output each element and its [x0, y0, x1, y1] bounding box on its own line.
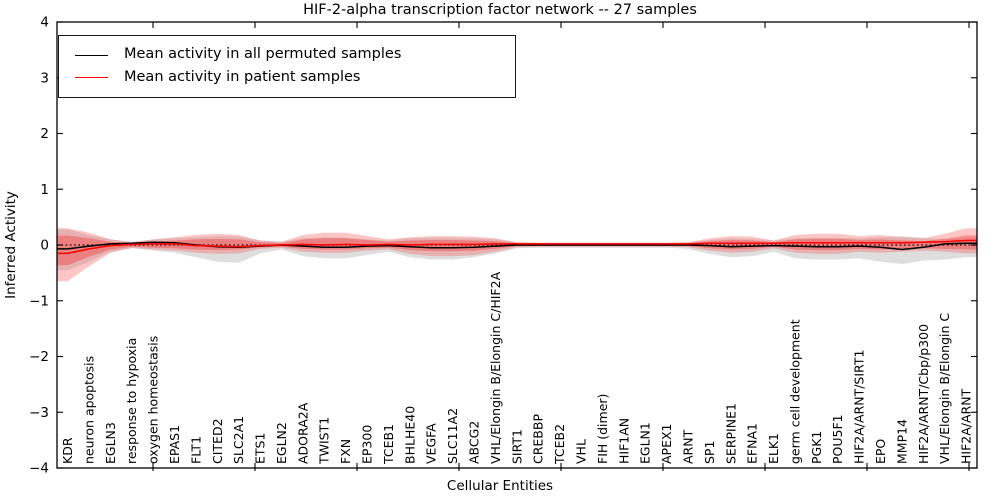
x-tick-label: SIRT1 — [509, 429, 524, 464]
x-tick-label: EGLN2 — [274, 422, 289, 464]
x-tick-label: ETS1 — [253, 433, 268, 464]
x-tick-label: ARNT — [681, 429, 696, 464]
x-tick-label: HIF2A/ARNT — [959, 388, 974, 464]
y-tick-label: −4 — [29, 461, 49, 477]
legend-label-patient: Mean activity in patient samples — [124, 69, 361, 85]
x-tick-label: EGLN1 — [638, 422, 653, 464]
x-tick-label: SERPINE1 — [723, 403, 738, 464]
y-tick-label: 0 — [40, 238, 49, 254]
x-tick-label: POU5F1 — [830, 414, 845, 464]
x-tick-label: APEX1 — [659, 423, 674, 464]
x-tick-label: VHL/Elongin B/Elongin C — [937, 313, 952, 464]
x-tick-label: ABCG2 — [467, 421, 482, 464]
x-tick-label: SLC11A2 — [445, 408, 460, 464]
y-tick-label: 3 — [40, 70, 49, 86]
x-tick-label: HIF2A/ARNT/SIRT1 — [852, 350, 867, 464]
chart-title: HIF-2-alpha transcription factor network… — [303, 2, 697, 18]
x-tick-label: SP1 — [702, 441, 717, 464]
legend-line-black — [75, 54, 108, 56]
x-tick-label: FXN — [338, 439, 353, 464]
y-tick-label: −2 — [29, 349, 49, 365]
x-tick-label: CITED2 — [210, 418, 225, 464]
legend-line-red — [75, 77, 108, 79]
x-tick-label: EPO — [873, 439, 888, 464]
x-tick-label: MMP14 — [894, 419, 909, 464]
y-axis-title: Inferred Activity — [3, 191, 19, 299]
x-tick-label: EP300 — [360, 425, 375, 464]
y-tick-label: 1 — [40, 182, 49, 198]
x-tick-label: HIF1AN — [616, 418, 631, 464]
x-tick-label: VHL — [574, 439, 589, 464]
x-tick-label: SLC2A1 — [231, 416, 246, 464]
legend-entry-permuted: Mean activity in all permuted samples — [75, 46, 515, 63]
x-tick-label: VEGFA — [424, 423, 439, 464]
x-tick-label: oxygen homeostasis — [146, 336, 161, 464]
x-tick-label: FLT1 — [188, 436, 203, 464]
x-tick-label: EGLN3 — [103, 422, 118, 464]
x-tick-label: HIF2A/ARNT/Cbp/p300 — [916, 324, 931, 464]
x-tick-label: EFNA1 — [745, 423, 760, 464]
y-tick-label: −3 — [29, 405, 49, 421]
x-tick-label: PGK1 — [809, 431, 824, 464]
y-tick-label: −1 — [29, 293, 49, 309]
x-tick-label: germ cell development — [787, 319, 802, 464]
x-tick-label: TCEB1 — [381, 424, 396, 465]
x-tick-label: response to hypoxia — [124, 338, 139, 464]
y-tick-label: 2 — [40, 126, 49, 142]
x-tick-label: CREBBP — [531, 414, 546, 464]
x-tick-label: VHL/Elongin B/Elongin C/HIF2A — [488, 271, 503, 464]
legend-box: Mean activity in all permuted samples Me… — [58, 35, 516, 98]
x-tick-label: KDR — [60, 437, 75, 464]
legend-entry-patient: Mean activity in patient samples — [75, 69, 515, 86]
x-tick-label: ADORA2A — [295, 402, 310, 464]
confidence-band-patient-samples-range-outer — [57, 228, 977, 282]
legend-label-permuted: Mean activity in all permuted samples — [124, 46, 402, 63]
confidence-band-permuted-samples-range — [57, 229, 977, 271]
x-tick-label: neuron apoptosis — [81, 356, 96, 464]
x-tick-label: TCEB2 — [552, 424, 567, 465]
x-tick-label: FIH (dimer) — [595, 394, 610, 464]
patient-mean-line — [57, 239, 977, 255]
x-axis-title: Cellular Entities — [446, 478, 554, 494]
x-tick-label: TWIST1 — [317, 417, 332, 465]
x-tick-label: ELK1 — [766, 433, 781, 464]
y-tick-label: 4 — [40, 15, 49, 31]
x-tick-label: BHLHE40 — [402, 406, 417, 464]
x-tick-label: EPAS1 — [167, 425, 182, 464]
